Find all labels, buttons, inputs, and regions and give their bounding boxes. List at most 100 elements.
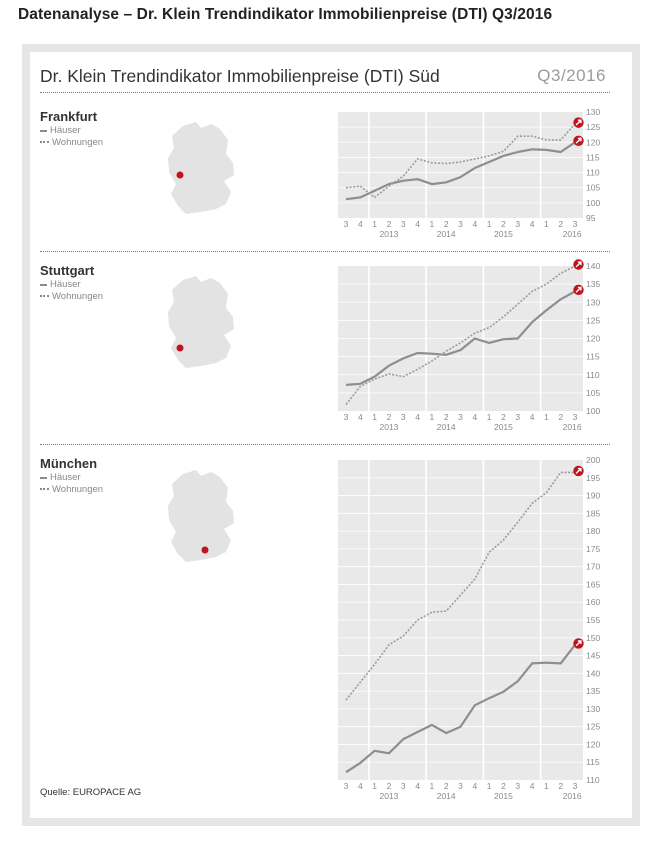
city-location-dot (201, 546, 209, 554)
y-tick-label: 175 (586, 544, 600, 554)
y-tick-label: 195 (586, 473, 600, 483)
x-year-label: 2016 (563, 791, 582, 801)
x-tick-label: 2 (444, 781, 449, 791)
y-tick-label: 120 (586, 739, 600, 749)
germany-map-frankfurt (168, 122, 234, 214)
section-divider (40, 251, 610, 252)
arrow-glyph (575, 119, 582, 126)
legend-houses-label: Häuser (50, 125, 81, 136)
y-tick-label: 130 (586, 297, 600, 307)
y-tick-label: 180 (586, 526, 600, 536)
x-tick-label: 3 (573, 412, 578, 422)
title-divider (40, 92, 610, 93)
legend-apartments: Wohnungen (40, 291, 103, 303)
x-tick-label: 1 (544, 781, 549, 791)
legend-houses: Häuser (40, 472, 103, 484)
x-tick-label: 2 (387, 781, 392, 791)
y-tick-label: 110 (586, 775, 600, 785)
report-card: Dr. Klein Trendindikator Immobilienpreis… (30, 52, 632, 818)
legend-apartments-label: Wohnungen (52, 290, 104, 302)
x-year-label: 2013 (379, 422, 398, 432)
solid-line-icon (40, 476, 47, 479)
x-tick-label: 2 (387, 219, 392, 229)
city-label-muenchen: München (40, 456, 98, 471)
source-note: Quelle: EUROPACE AG (40, 787, 142, 798)
y-tick-label: 105 (586, 388, 600, 398)
x-year-label: 2016 (563, 229, 582, 239)
x-tick-label: 3 (344, 219, 349, 229)
series-line-haeuser (345, 290, 576, 386)
solid-line-icon (40, 283, 47, 286)
series-line-haeuser (345, 141, 576, 201)
x-tick-label: 2 (558, 781, 563, 791)
x-tick-label: 1 (487, 219, 492, 229)
x-tick-label: 3 (458, 412, 463, 422)
x-tick-label: 4 (358, 412, 363, 422)
x-tick-label: 3 (344, 412, 349, 422)
x-tick-label: 2 (444, 412, 449, 422)
x-year-label: 2013 (379, 229, 398, 239)
x-tick-label: 3 (401, 781, 406, 791)
y-tick-label: 135 (586, 279, 600, 289)
germany-map-stuttgart (168, 276, 234, 368)
x-tick-label: 3 (458, 781, 463, 791)
legend-apartments-label: Wohnungen (52, 483, 104, 495)
section-divider (40, 444, 610, 445)
y-tick-label: 155 (586, 615, 600, 625)
x-year-label: 2016 (563, 422, 582, 432)
city-label-frankfurt: Frankfurt (40, 109, 98, 124)
city-location-dot (176, 171, 184, 179)
x-tick-label: 4 (530, 412, 535, 422)
y-tick-label: 200 (586, 455, 600, 465)
x-tick-label: 1 (544, 412, 549, 422)
x-tick-label: 4 (472, 781, 477, 791)
x-tick-label: 2 (501, 781, 506, 791)
x-tick-label: 3 (515, 781, 520, 791)
y-tick-label: 120 (586, 334, 600, 344)
y-tick-label: 130 (586, 704, 600, 714)
x-tick-label: 1 (430, 781, 435, 791)
legend-frankfurt: Häuser Wohnungen (40, 125, 103, 148)
series-line-wohnungen (345, 123, 576, 199)
y-tick-label: 185 (586, 508, 600, 518)
legend-houses: Häuser (40, 125, 103, 137)
y-tick-label: 135 (586, 686, 600, 696)
y-tick-label: 110 (586, 370, 600, 380)
x-tick-label: 4 (415, 219, 420, 229)
x-tick-label: 4 (530, 219, 535, 229)
x-tick-label: 3 (458, 219, 463, 229)
dotted-line-icon (40, 488, 49, 491)
x-tick-label: 3 (515, 219, 520, 229)
y-tick-label: 105 (586, 183, 600, 193)
y-tick-label: 140 (586, 668, 600, 678)
x-tick-label: 2 (444, 219, 449, 229)
x-tick-label: 3 (573, 781, 578, 791)
solid-line-icon (40, 129, 47, 132)
x-year-label: 2014 (437, 229, 456, 239)
y-tick-label: 125 (586, 122, 600, 132)
x-tick-label: 1 (487, 781, 492, 791)
series-line-haeuser (345, 644, 576, 774)
y-tick-label: 95 (586, 213, 596, 223)
y-tick-label: 130 (586, 107, 600, 117)
y-tick-label: 145 (586, 651, 600, 661)
trend-up-icon (573, 465, 584, 477)
legend-muenchen: Häuser Wohnungen (40, 472, 103, 495)
city-label-stuttgart: Stuttgart (40, 263, 95, 278)
y-tick-label: 115 (586, 352, 600, 362)
legend-houses-label: Häuser (50, 279, 81, 290)
x-tick-label: 3 (344, 781, 349, 791)
y-tick-label: 125 (586, 722, 600, 732)
x-tick-label: 2 (501, 219, 506, 229)
x-tick-label: 3 (515, 412, 520, 422)
trend-up-icon (573, 284, 584, 296)
x-tick-label: 1 (372, 781, 377, 791)
trend-up-icon (573, 259, 584, 270)
x-tick-label: 4 (415, 781, 420, 791)
plot-area (338, 112, 583, 218)
y-tick-label: 115 (586, 757, 600, 767)
y-tick-label: 100 (586, 198, 600, 208)
